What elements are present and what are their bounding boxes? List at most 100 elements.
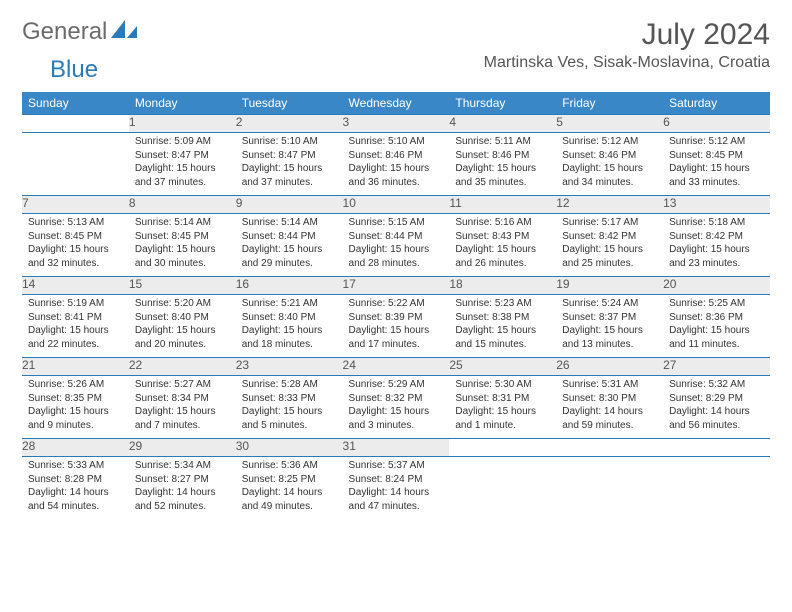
day-number: 5	[556, 115, 663, 133]
sunset-text: Sunset: 8:33 PM	[242, 392, 337, 406]
sunrise-text: Sunrise: 5:11 AM	[455, 135, 550, 149]
sunset-text: Sunset: 8:35 PM	[28, 392, 123, 406]
sunset-text: Sunset: 8:25 PM	[242, 473, 337, 487]
sunset-text: Sunset: 8:44 PM	[242, 230, 337, 244]
day-number: 18	[449, 277, 556, 295]
day-cell: Sunrise: 5:13 AMSunset: 8:45 PMDaylight:…	[22, 214, 129, 277]
daylight-text: Daylight: 15 hours and 5 minutes.	[242, 405, 337, 432]
sunrise-text: Sunrise: 5:23 AM	[455, 297, 550, 311]
sunrise-text: Sunrise: 5:20 AM	[135, 297, 230, 311]
day-cell: Sunrise: 5:31 AMSunset: 8:30 PMDaylight:…	[556, 376, 663, 439]
sunrise-text: Sunrise: 5:19 AM	[28, 297, 123, 311]
day-cell: Sunrise: 5:14 AMSunset: 8:44 PMDaylight:…	[236, 214, 343, 277]
daylight-text: Daylight: 15 hours and 3 minutes.	[349, 405, 444, 432]
day-number: 10	[343, 196, 450, 214]
sunrise-text: Sunrise: 5:10 AM	[242, 135, 337, 149]
day-number: 29	[129, 439, 236, 457]
daylight-text: Daylight: 15 hours and 35 minutes.	[455, 162, 550, 189]
sunrise-text: Sunrise: 5:37 AM	[349, 459, 444, 473]
day-cell: Sunrise: 5:23 AMSunset: 8:38 PMDaylight:…	[449, 295, 556, 358]
sunrise-text: Sunrise: 5:21 AM	[242, 297, 337, 311]
day-cell: Sunrise: 5:18 AMSunset: 8:42 PMDaylight:…	[663, 214, 770, 277]
sunset-text: Sunset: 8:28 PM	[28, 473, 123, 487]
sunrise-text: Sunrise: 5:26 AM	[28, 378, 123, 392]
daylight-text: Daylight: 15 hours and 20 minutes.	[135, 324, 230, 351]
sunset-text: Sunset: 8:34 PM	[135, 392, 230, 406]
day-cell	[556, 457, 663, 520]
sunrise-text: Sunrise: 5:31 AM	[562, 378, 657, 392]
daylight-text: Daylight: 14 hours and 59 minutes.	[562, 405, 657, 432]
day-number: 31	[343, 439, 450, 457]
day-header: Monday	[129, 92, 236, 115]
day-cell	[449, 457, 556, 520]
sunrise-text: Sunrise: 5:36 AM	[242, 459, 337, 473]
day-cell	[22, 133, 129, 196]
day-cell: Sunrise: 5:10 AMSunset: 8:46 PMDaylight:…	[343, 133, 450, 196]
sunrise-text: Sunrise: 5:33 AM	[28, 459, 123, 473]
daylight-text: Daylight: 15 hours and 32 minutes.	[28, 243, 123, 270]
daylight-text: Daylight: 15 hours and 30 minutes.	[135, 243, 230, 270]
daylight-text: Daylight: 15 hours and 15 minutes.	[455, 324, 550, 351]
day-cell: Sunrise: 5:27 AMSunset: 8:34 PMDaylight:…	[129, 376, 236, 439]
sunrise-text: Sunrise: 5:29 AM	[349, 378, 444, 392]
day-cell: Sunrise: 5:30 AMSunset: 8:31 PMDaylight:…	[449, 376, 556, 439]
day-number: 9	[236, 196, 343, 214]
day-cell: Sunrise: 5:28 AMSunset: 8:33 PMDaylight:…	[236, 376, 343, 439]
day-number: 17	[343, 277, 450, 295]
daylight-text: Daylight: 15 hours and 33 minutes.	[669, 162, 764, 189]
day-number: 19	[556, 277, 663, 295]
sunrise-text: Sunrise: 5:24 AM	[562, 297, 657, 311]
day-cell: Sunrise: 5:22 AMSunset: 8:39 PMDaylight:…	[343, 295, 450, 358]
calendar-table: SundayMondayTuesdayWednesdayThursdayFrid…	[22, 92, 770, 519]
day-header: Wednesday	[343, 92, 450, 115]
day-cell	[663, 457, 770, 520]
sunrise-text: Sunrise: 5:09 AM	[135, 135, 230, 149]
daylight-text: Daylight: 15 hours and 28 minutes.	[349, 243, 444, 270]
day-number: 1	[129, 115, 236, 133]
daylight-text: Daylight: 14 hours and 47 minutes.	[349, 486, 444, 513]
day-number: 13	[663, 196, 770, 214]
day-number: 6	[663, 115, 770, 133]
day-cell: Sunrise: 5:37 AMSunset: 8:24 PMDaylight:…	[343, 457, 450, 520]
calendar-header-row: SundayMondayTuesdayWednesdayThursdayFrid…	[22, 92, 770, 115]
sunset-text: Sunset: 8:45 PM	[669, 149, 764, 163]
day-number: 22	[129, 358, 236, 376]
daylight-text: Daylight: 15 hours and 37 minutes.	[135, 162, 230, 189]
day-cell: Sunrise: 5:11 AMSunset: 8:46 PMDaylight:…	[449, 133, 556, 196]
daylight-text: Daylight: 15 hours and 26 minutes.	[455, 243, 550, 270]
day-number: 28	[22, 439, 129, 457]
sunrise-text: Sunrise: 5:30 AM	[455, 378, 550, 392]
daylight-text: Daylight: 15 hours and 13 minutes.	[562, 324, 657, 351]
day-cell: Sunrise: 5:32 AMSunset: 8:29 PMDaylight:…	[663, 376, 770, 439]
sunset-text: Sunset: 8:30 PM	[562, 392, 657, 406]
sunset-text: Sunset: 8:27 PM	[135, 473, 230, 487]
day-number	[663, 439, 770, 457]
day-cell: Sunrise: 5:36 AMSunset: 8:25 PMDaylight:…	[236, 457, 343, 520]
day-header: Thursday	[449, 92, 556, 115]
day-cell: Sunrise: 5:10 AMSunset: 8:47 PMDaylight:…	[236, 133, 343, 196]
daylight-text: Daylight: 15 hours and 9 minutes.	[28, 405, 123, 432]
sunset-text: Sunset: 8:31 PM	[455, 392, 550, 406]
month-year: July 2024	[484, 18, 770, 52]
sunset-text: Sunset: 8:46 PM	[455, 149, 550, 163]
sunset-text: Sunset: 8:42 PM	[669, 230, 764, 244]
day-cell: Sunrise: 5:26 AMSunset: 8:35 PMDaylight:…	[22, 376, 129, 439]
daylight-text: Daylight: 15 hours and 23 minutes.	[669, 243, 764, 270]
sunrise-text: Sunrise: 5:13 AM	[28, 216, 123, 230]
day-number: 3	[343, 115, 450, 133]
sunset-text: Sunset: 8:45 PM	[135, 230, 230, 244]
day-cell: Sunrise: 5:34 AMSunset: 8:27 PMDaylight:…	[129, 457, 236, 520]
sunset-text: Sunset: 8:45 PM	[28, 230, 123, 244]
daylight-text: Daylight: 15 hours and 17 minutes.	[349, 324, 444, 351]
day-number	[449, 439, 556, 457]
day-number: 15	[129, 277, 236, 295]
logo-text-2: Blue	[50, 56, 98, 83]
sunset-text: Sunset: 8:40 PM	[135, 311, 230, 325]
day-number: 7	[22, 196, 129, 214]
sunset-text: Sunset: 8:36 PM	[669, 311, 764, 325]
sunset-text: Sunset: 8:32 PM	[349, 392, 444, 406]
sunrise-text: Sunrise: 5:27 AM	[135, 378, 230, 392]
daylight-text: Daylight: 15 hours and 11 minutes.	[669, 324, 764, 351]
day-cell: Sunrise: 5:09 AMSunset: 8:47 PMDaylight:…	[129, 133, 236, 196]
sunrise-text: Sunrise: 5:22 AM	[349, 297, 444, 311]
